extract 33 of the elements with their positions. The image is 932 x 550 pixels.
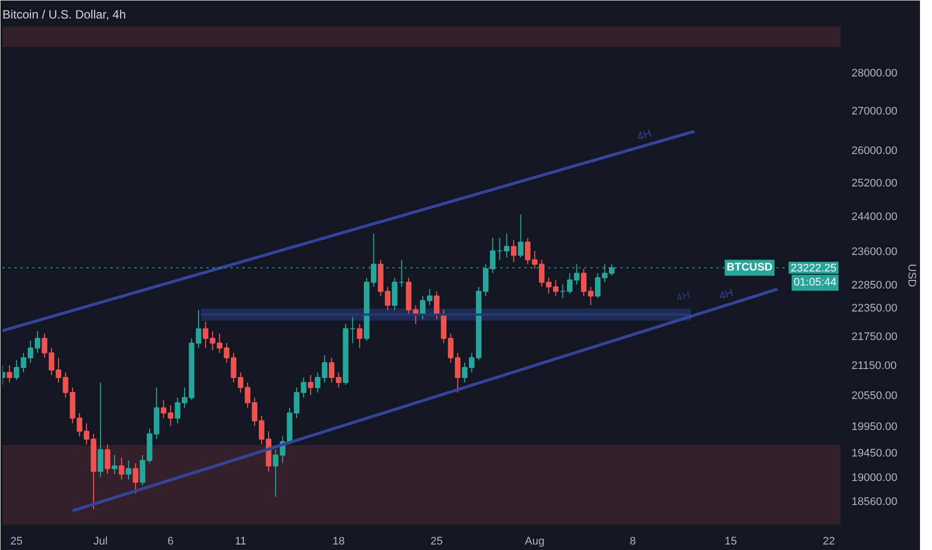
- x-tick-label: 25: [10, 536, 23, 548]
- x-tick-label: 8: [630, 536, 636, 548]
- annotation: 01:05:44: [794, 276, 837, 289]
- y-tick-label: 19000.00: [852, 472, 898, 484]
- y-tick-label: 28000.00: [852, 68, 898, 80]
- y-tick-label: 22350.00: [852, 302, 898, 315]
- y-tick-label: 21750.00: [852, 330, 898, 343]
- annotation: BTCUSD: [726, 262, 773, 274]
- chart-title: Bitcoin / U.S. Dollar, 4h: [2, 8, 126, 22]
- x-tick-label: 22: [822, 536, 835, 548]
- y-tick-label: 24400.00: [852, 211, 898, 224]
- x-tick-label: 11: [234, 536, 246, 548]
- y-tick-label: 21150.00: [852, 360, 897, 372]
- text: 4H: [636, 128, 653, 144]
- x-tick-label: Jul: [94, 536, 108, 548]
- y-axis-title: USD: [905, 264, 918, 288]
- x-tick-label: 18: [332, 536, 345, 548]
- x-tick-label: 25: [430, 536, 443, 548]
- x-tick-label: Aug: [524, 536, 545, 548]
- y-tick-label: 19450.00: [852, 447, 898, 460]
- x-tick-label: 6: [168, 536, 174, 548]
- ref-line-label: 23222.25: [790, 262, 837, 275]
- y-tick-label: 18560.00: [852, 496, 898, 508]
- y-tick-label: 27000.00: [852, 106, 898, 118]
- y-tick-label: 23600.00: [852, 246, 898, 258]
- text: 4H: [718, 287, 735, 303]
- y-tick-label: 20550.00: [852, 390, 898, 402]
- y-tick-label: 25200.00: [852, 178, 898, 190]
- x-tick-label: 15: [724, 536, 737, 548]
- annotation: 4H: [674, 288, 692, 305]
- y-tick-label: 19950.00: [852, 420, 898, 433]
- y-tick-label: 22850.00: [852, 280, 898, 292]
- y-tick-label: 26000.00: [852, 144, 898, 157]
